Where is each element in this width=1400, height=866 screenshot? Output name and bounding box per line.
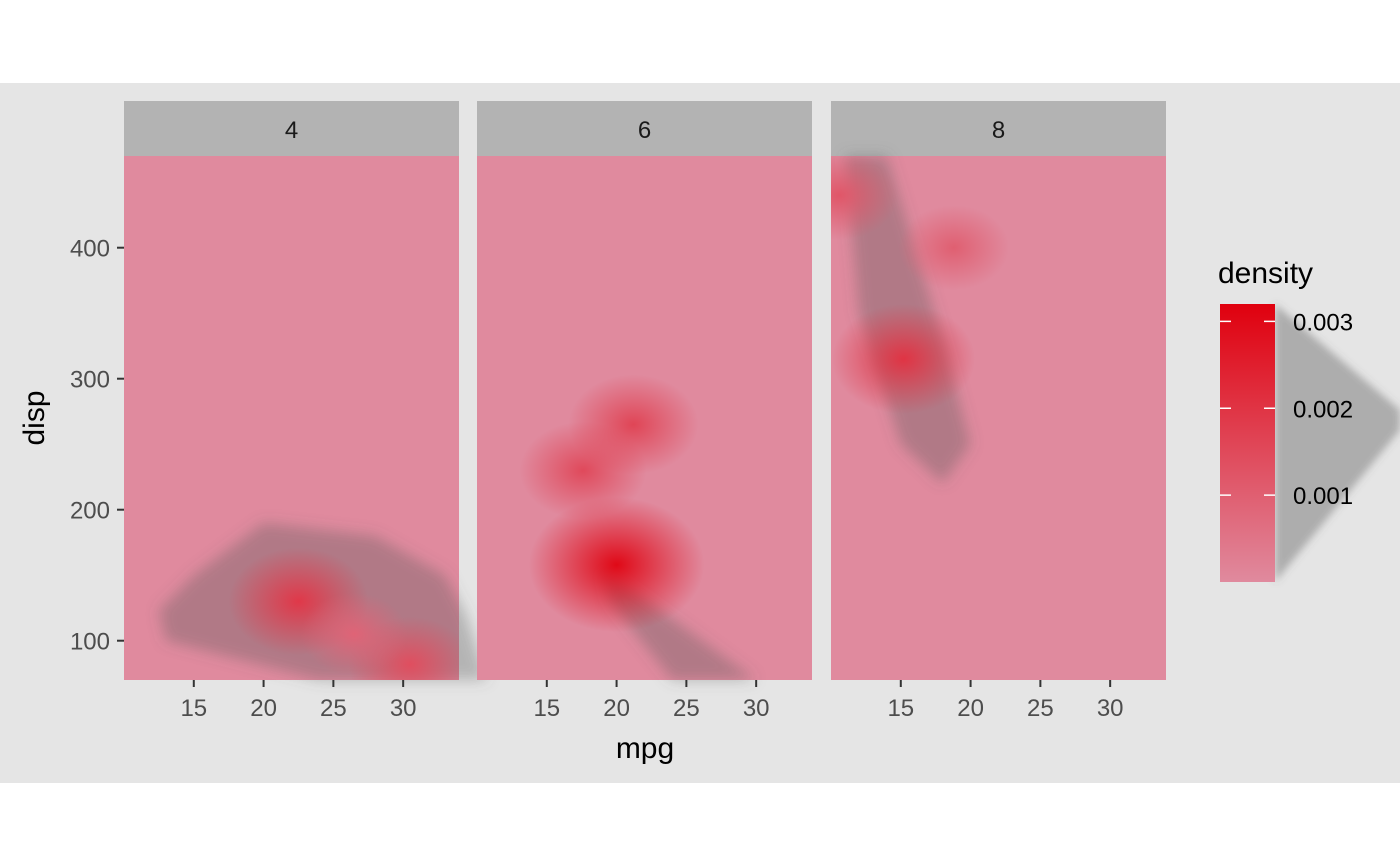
legend-tick-label: 0.002 — [1293, 396, 1353, 423]
density-peak — [568, 374, 699, 475]
legend-shadow — [1275, 304, 1400, 582]
y-tick-label: 300 — [70, 367, 110, 394]
y-tick-label: 200 — [70, 498, 110, 525]
facet-panels: 4 6 8 — [124, 101, 1166, 680]
legend-colorbar — [1220, 304, 1275, 582]
y-tick-label: 400 — [70, 236, 110, 263]
facet-strip-label: 8 — [992, 117, 1005, 144]
x-tick-label: 30 — [1097, 695, 1124, 722]
facet-strip — [477, 101, 812, 156]
legend-tick-label: 0.001 — [1293, 483, 1353, 510]
x-tick-label: 20 — [603, 695, 630, 722]
x-axis-title: mpg — [616, 732, 674, 765]
facet-strip — [124, 101, 459, 156]
x-tick-label: 25 — [673, 695, 700, 722]
facet-strip-label: 4 — [285, 117, 298, 144]
x-tick-label: 30 — [390, 695, 417, 722]
y-axis-title: disp — [18, 390, 51, 445]
legend-ticks: 0.001 0.002 0.003 — [1220, 309, 1353, 510]
legend-title: density — [1218, 257, 1313, 290]
density-peak — [300, 592, 408, 676]
density-peak — [831, 156, 898, 241]
density-peak — [528, 497, 705, 633]
facet-panel-6: 6 — [477, 101, 812, 680]
facet-strip — [831, 101, 1166, 156]
x-tick-label: 30 — [743, 695, 770, 722]
facet-panel-8: 8 — [831, 101, 1166, 680]
y-tick-label: 100 — [70, 629, 110, 656]
legend: density 0.001 0.002 0.003 — [1218, 257, 1400, 582]
x-tick-label: 15 — [887, 695, 914, 722]
axes: 15 20 25 30 15 20 25 30 15 20 25 30 100 200 300 400 — [70, 236, 1124, 722]
x-tick-label: 15 — [533, 695, 560, 722]
x-tick-label: 15 — [180, 695, 207, 722]
density-peak — [898, 205, 1010, 291]
density-peak — [832, 304, 976, 415]
x-tick-label: 20 — [957, 695, 984, 722]
x-tick-label: 20 — [250, 695, 277, 722]
x-tick-label: 25 — [320, 695, 347, 722]
facet-panel-4: 4 — [124, 101, 487, 680]
legend-tick-label: 0.003 — [1293, 309, 1353, 336]
x-tick-label: 25 — [1027, 695, 1054, 722]
facet-strip-label: 6 — [638, 117, 651, 144]
